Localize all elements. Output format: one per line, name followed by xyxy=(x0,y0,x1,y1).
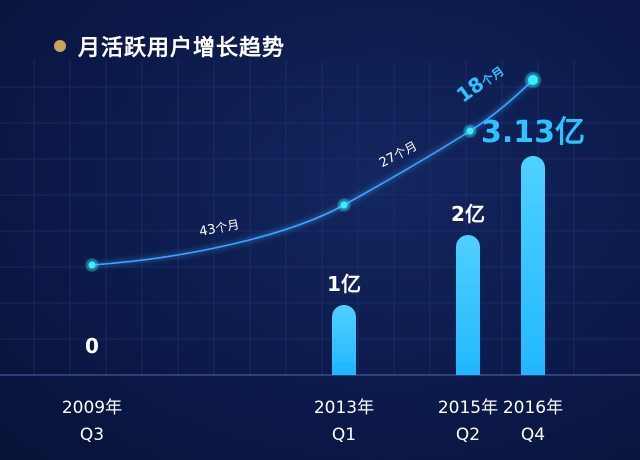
bar-3 xyxy=(521,155,545,375)
interval-label-0: 43个月 xyxy=(198,217,241,239)
value-label-0: 0 xyxy=(85,334,99,358)
x-tick-year-2: 2015年 xyxy=(438,398,498,418)
x-tick-quarter-1: Q1 xyxy=(332,425,356,445)
interval-unit-0: 个月 xyxy=(214,217,240,235)
x-tick-quarter-0: Q3 xyxy=(80,425,104,445)
growth-curve xyxy=(91,79,534,266)
chart-title: 月活跃用户增长趋势 xyxy=(78,36,286,61)
value-label-1: 1亿 xyxy=(327,272,361,296)
x-tick-quarter-3: Q4 xyxy=(521,425,545,445)
interval-value-0: 43 xyxy=(198,222,217,240)
curve-node-1 xyxy=(340,201,348,209)
x-tick-year-0: 2009年 xyxy=(62,398,122,418)
bar-1 xyxy=(332,305,356,375)
curve-node-3 xyxy=(528,75,538,85)
chart-title-group: 月活跃用户增长趋势 xyxy=(54,30,285,62)
interval-value-1: 27 xyxy=(377,150,399,171)
title-bullet-icon xyxy=(54,40,66,52)
value-label-2: 2亿 xyxy=(451,202,485,226)
x-tick-year-1: 2013年 xyxy=(314,398,374,418)
bar-base-3 xyxy=(521,363,545,375)
x-tick-quarter-2: Q2 xyxy=(456,425,480,445)
bar-base-1 xyxy=(332,363,356,375)
curve-node-0 xyxy=(88,261,96,269)
value-label-3: 3.13亿 xyxy=(481,115,585,150)
bar-base-2 xyxy=(456,363,480,375)
bar-2 xyxy=(456,235,480,375)
curve-node-2 xyxy=(466,127,474,135)
x-tick-year-3: 2016年 xyxy=(503,398,563,418)
interval-label-2: 18个月 xyxy=(452,57,508,107)
